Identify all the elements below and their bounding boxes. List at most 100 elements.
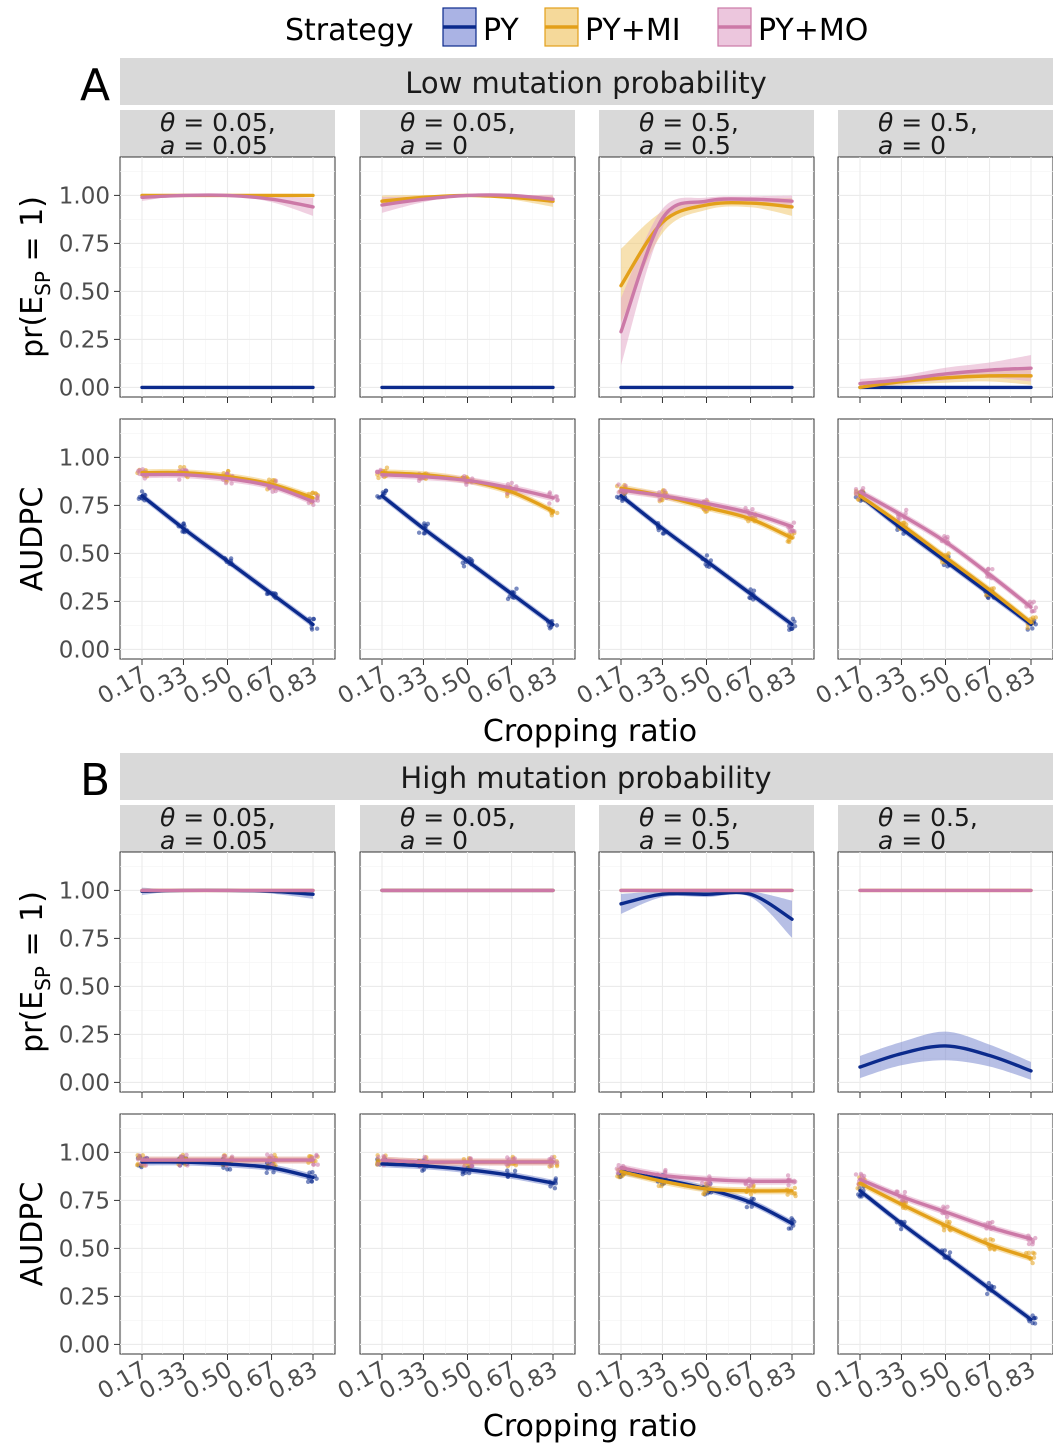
a-symbol: a [639,826,654,855]
series-line-py [140,1160,315,1180]
series-line-py-mi [858,374,1033,390]
data-point-py-mo [315,498,321,503]
data-point-py-mo [315,1162,320,1167]
facet-strip [120,110,335,157]
data-point-py-mo [137,467,142,473]
data-point-py-mo [177,477,182,482]
y-tick-label: 0.25 [59,327,110,353]
data-point-py-mo [616,1162,621,1168]
data-point-py-mo [470,1163,475,1169]
data-point-py-mo [135,1157,141,1162]
theta-symbol: θ [160,803,175,832]
data-point-py-mo [270,489,275,494]
data-point-py-mi [792,1185,798,1191]
series-line-py-mo [858,490,1033,609]
data-point-py-mi [1025,625,1030,631]
x-tick-label: 0.83 [505,1357,562,1405]
block-title-strip [120,58,1053,105]
data-point-py-mo [422,1154,427,1160]
facet-label-theta: θ = 0.05, [400,108,516,137]
facet-2-audpc-panel [359,418,576,660]
ribbon-py-mo [860,488,1031,611]
y-axis-title-probability: pr(ESP = 1) [15,196,55,358]
data-point-py [986,1280,992,1286]
theta-symbol: θ [639,108,654,137]
data-point-py [139,489,145,494]
data-point-py-mo [221,1154,226,1159]
a-value: = 0.5 [654,826,731,855]
facet-4-prob-panel [837,156,1053,398]
data-point-py [898,1226,904,1232]
data-point-py [947,1250,953,1255]
data-point-py-mo [1030,1241,1035,1247]
data-point-py-mo [750,507,755,512]
block-title-strip [120,753,1053,800]
y-axis-title-audpc: AUDPC [15,487,50,592]
theta-value: = 0.5, [654,803,739,832]
data-point-py [744,1204,750,1210]
data-point-py-mi [619,1173,625,1179]
data-point-py [857,1194,862,1199]
data-point-py [271,1170,276,1175]
x-axis-title: Cropping ratio [483,1409,697,1444]
data-point-py [942,1248,948,1253]
x-tick-label: 0.83 [744,1357,801,1405]
data-point-py [382,491,387,496]
data-point-py-mo [509,480,514,486]
legend: Strategy PY PY+MI PY+MO [285,7,868,48]
series-line-py [858,1044,1033,1073]
theta-symbol: θ [400,108,415,137]
series-line-py-mo [858,366,1033,386]
data-point-py-mo [547,501,552,506]
block-tag: A [80,60,110,111]
y-tick-label: 0.25 [59,1022,110,1048]
data-point-py-mi [384,465,390,470]
facet-label-theta: θ = 0.5, [878,803,978,832]
data-point-py-mi [748,1192,754,1197]
data-point-py-mi [946,551,951,556]
data-point-py [468,557,473,562]
series-line-py [140,494,315,627]
data-point-py [790,616,796,622]
block-title: Low mutation probability [405,66,767,100]
facet-strip [838,110,1053,157]
data-point-py [512,1168,518,1174]
a-value: = 0 [893,131,946,160]
data-point-py-mi [987,1246,993,1252]
y-axis-title-sub: SP [31,966,55,991]
series-line-py-mi [619,201,794,288]
a-symbol: a [400,131,415,160]
data-point-py-mo [273,478,279,483]
facet-strip [599,805,814,852]
y-axis-title-suffix: = 1) [15,196,50,271]
a-value: = 0 [415,131,468,160]
data-point-py-mo [177,1163,183,1168]
data-point-py-mi [983,593,989,598]
y-tick-label: 0.00 [59,637,110,663]
y-axis-title-audpc: AUDPC [15,1182,50,1287]
theta-value: = 0.05, [415,108,515,137]
y-tick-label: 0.00 [59,1070,110,1096]
theta-symbol: θ [878,803,893,832]
data-point-py-mi [1026,1250,1031,1256]
data-point-py-mo [376,1155,381,1160]
data-point-py-mo [785,1173,791,1178]
data-point-py-mo [662,488,667,494]
a-symbol: a [160,131,175,160]
data-point-py-mi [178,464,183,470]
data-point-py-mi [941,1228,947,1233]
facet-3-prob-panel [598,156,815,398]
series-line-py-mi [619,1169,794,1193]
data-point-py [376,495,382,500]
facet-label-theta: θ = 0.05, [400,803,516,832]
data-point-py-mo [468,1156,473,1161]
data-point-py-mo [990,566,995,572]
data-point-py-mo [707,1182,713,1187]
y-axis-title-prefix: pr(E [15,296,50,358]
legend-label-py-mo: PY+MO [758,13,868,48]
facet-label-theta: θ = 0.5, [639,108,739,137]
data-point-py [790,626,795,631]
facet-3-prob-panel [598,851,815,1093]
series-line-py-mo [140,193,315,209]
a-value: = 0.05 [175,131,268,160]
